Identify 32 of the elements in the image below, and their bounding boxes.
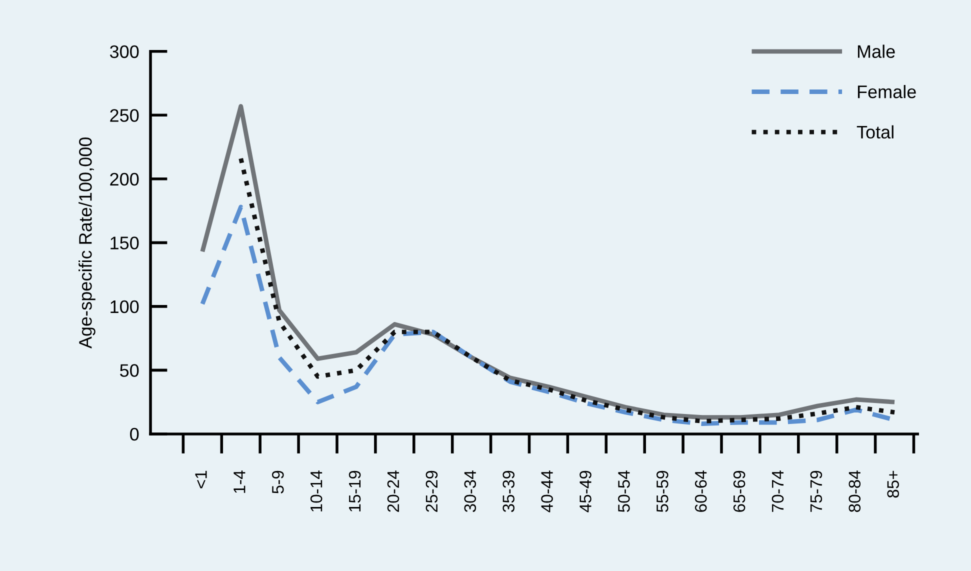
legend-label: Female: [858, 84, 916, 98]
x-tick-label: 5-9: [272, 470, 284, 494]
x-tick-label: 40-44: [541, 470, 553, 512]
x-tick-label: 65-69: [733, 470, 746, 512]
y-tick-label: 0: [130, 428, 139, 441]
x-tick-label: 50-54: [618, 470, 630, 512]
x-tick-label: 1-4: [234, 470, 246, 493]
x-tick-label: <1: [195, 470, 207, 488]
x-tick-label: 15-19: [348, 470, 361, 512]
legend-label: Total: [856, 125, 894, 139]
x-tick-label: 75-79: [810, 470, 822, 512]
x-tick-label: 55-59: [656, 470, 668, 512]
legend-label: Male: [858, 44, 895, 58]
x-tick-label: 60-64: [694, 470, 707, 512]
x-tick-label: 35-39: [502, 470, 514, 512]
line-series: [238, 156, 897, 424]
line-series: [200, 104, 897, 420]
y-tick-label: 300: [110, 45, 139, 58]
y-tick-label: 250: [110, 109, 139, 122]
x-tick-label: 30-34: [464, 470, 476, 512]
y-tick-label: 200: [110, 172, 139, 186]
x-tick-label: 10-14: [310, 470, 322, 512]
x-tick-label: 20-24: [387, 470, 400, 512]
y-axis-title: Age-specific Rate/100,000: [78, 137, 96, 349]
x-tick-label: 45-49: [580, 470, 592, 512]
x-tick-label: 70-74: [772, 470, 784, 512]
x-tick-label: 80-84: [848, 470, 861, 512]
y-tick-label: 150: [110, 236, 139, 250]
y-tick-label: 100: [110, 300, 139, 314]
y-tick-label: 50: [120, 364, 139, 377]
x-tick-label: 25-29: [426, 470, 438, 512]
x-tick-label: 85+: [887, 470, 899, 498]
